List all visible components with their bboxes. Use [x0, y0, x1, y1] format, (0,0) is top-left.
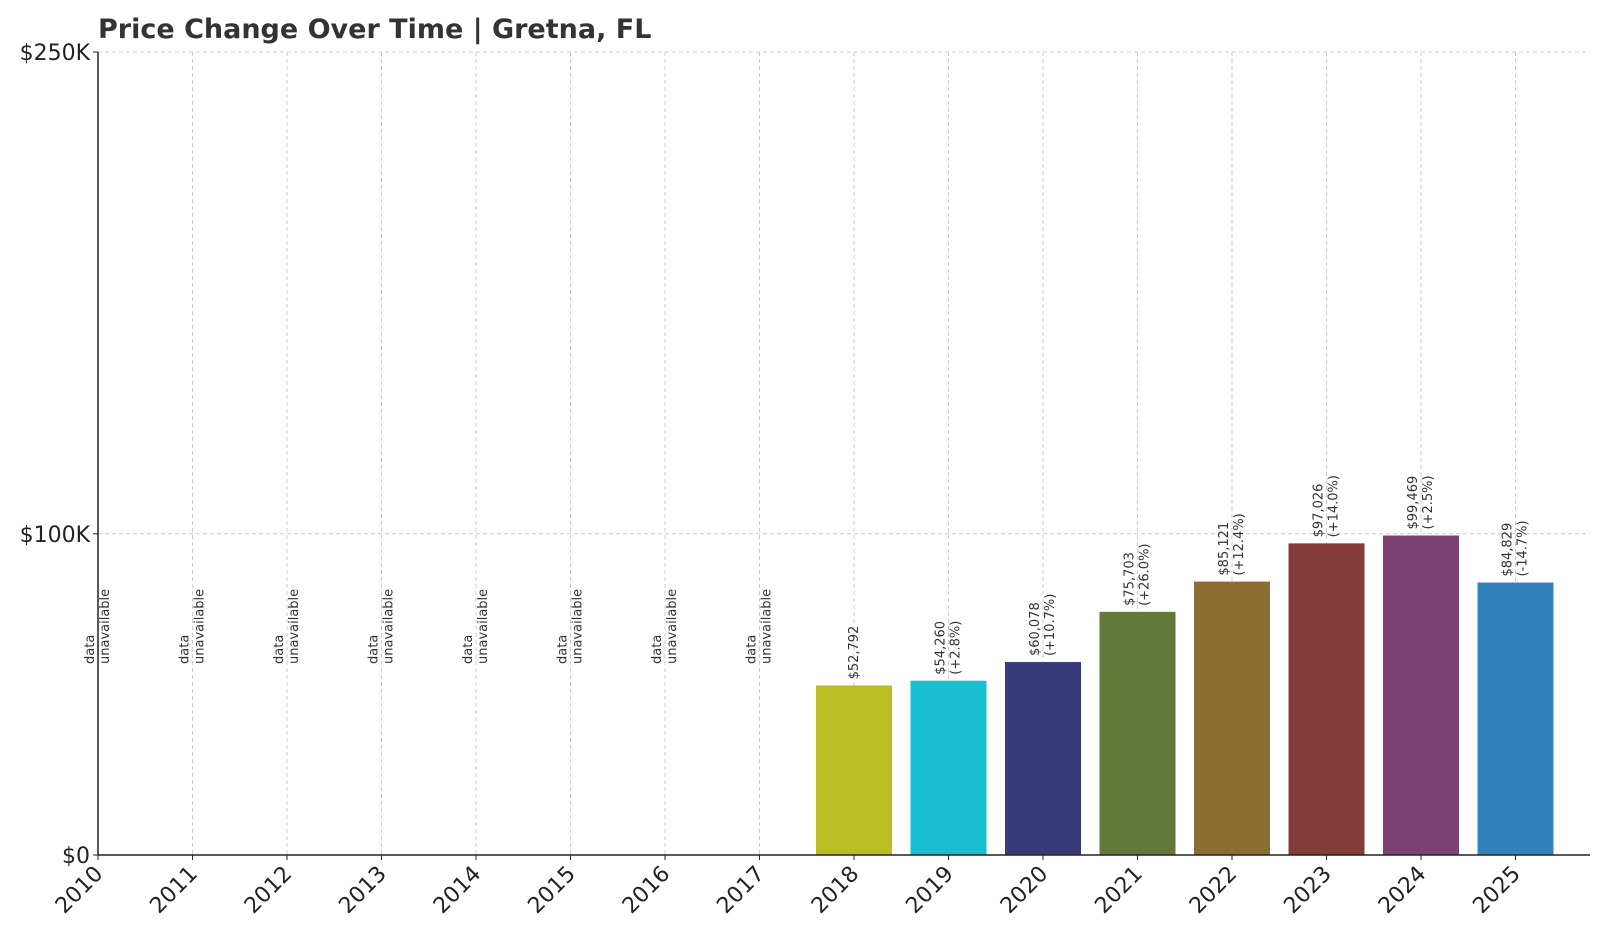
unavailable-label: data	[745, 635, 760, 664]
change-label: (+2.5%)	[1421, 475, 1436, 529]
unavailable-label: unavailable	[98, 589, 113, 664]
x-tick-label: 2019	[901, 862, 958, 919]
unavailable-label: unavailable	[665, 589, 680, 664]
change-label: (+2.8%)	[949, 621, 964, 675]
y-tick-label: $100K	[20, 523, 91, 548]
unavailable-label: unavailable	[193, 589, 208, 664]
unavailable-label: data	[178, 635, 193, 664]
x-tick-label: 2025	[1468, 862, 1525, 919]
x-tick-label: 2014	[429, 862, 486, 919]
x-tick-label: 2017	[712, 862, 769, 919]
value-label: $84,829	[1501, 523, 1516, 577]
unavailable-label: unavailable	[476, 589, 491, 664]
change-label: (+12.4%)	[1232, 513, 1247, 575]
bar-2021	[1099, 611, 1176, 855]
x-tick-label: 2013	[334, 862, 391, 919]
x-tick-label: 2015	[523, 862, 580, 919]
value-label: $52,792	[847, 626, 862, 680]
chart-title: Price Change Over Time | Gretna, FL	[98, 14, 652, 45]
bar-2022	[1194, 581, 1270, 855]
unavailable-label: data	[461, 635, 476, 664]
x-tick-label: 2020	[996, 862, 1053, 919]
x-tick-label: 2018	[807, 862, 864, 919]
bar-2023	[1288, 543, 1365, 855]
unavailable-label: unavailable	[287, 589, 302, 664]
x-tick-label: 2021	[1090, 862, 1147, 919]
value-label: $99,469	[1406, 476, 1421, 530]
value-label: $85,121	[1217, 522, 1232, 576]
change-label: (+26.0%)	[1138, 543, 1153, 605]
unavailable-label: data	[650, 635, 665, 664]
x-tick-label: 2023	[1279, 862, 1336, 919]
unavailable-label: data	[272, 635, 287, 664]
change-label: (+14.0%)	[1327, 475, 1342, 537]
value-label: $97,026	[1312, 484, 1327, 538]
y-tick-label: $0	[62, 844, 90, 869]
bar-labels: data unavailable data unavailable data unavai…	[83, 475, 1531, 679]
bar-2025	[1477, 582, 1554, 855]
unavailable-label: unavailable	[382, 589, 397, 664]
x-tick-label: 2011	[145, 862, 202, 919]
y-tick-label: $250K	[20, 41, 91, 66]
x-tick-label: 2010	[51, 862, 108, 919]
unavailable-label: unavailable	[571, 589, 586, 664]
value-label: $60,078	[1028, 602, 1043, 656]
bar-2018	[816, 685, 892, 855]
x-tick-label: 2022	[1185, 862, 1242, 919]
unavailable-label: data	[367, 635, 382, 664]
x-tick-label: 2016	[618, 862, 675, 919]
change-label: (-14.7%)	[1516, 520, 1531, 576]
unavailable-label: data	[83, 635, 98, 664]
bars	[816, 535, 1554, 855]
bar-2019	[910, 680, 987, 855]
change-label: (+10.7%)	[1043, 594, 1058, 656]
x-tick-label: 2012	[240, 862, 297, 919]
unavailable-label: unavailable	[760, 589, 775, 664]
x-tick-label: 2024	[1374, 862, 1431, 919]
unavailable-label: data	[556, 635, 571, 664]
grid-lines	[98, 51, 1590, 855]
bar-2020	[1005, 662, 1081, 855]
value-label: $75,703	[1123, 552, 1138, 606]
value-label: $54,260	[934, 621, 949, 675]
bar-2024	[1383, 535, 1459, 855]
